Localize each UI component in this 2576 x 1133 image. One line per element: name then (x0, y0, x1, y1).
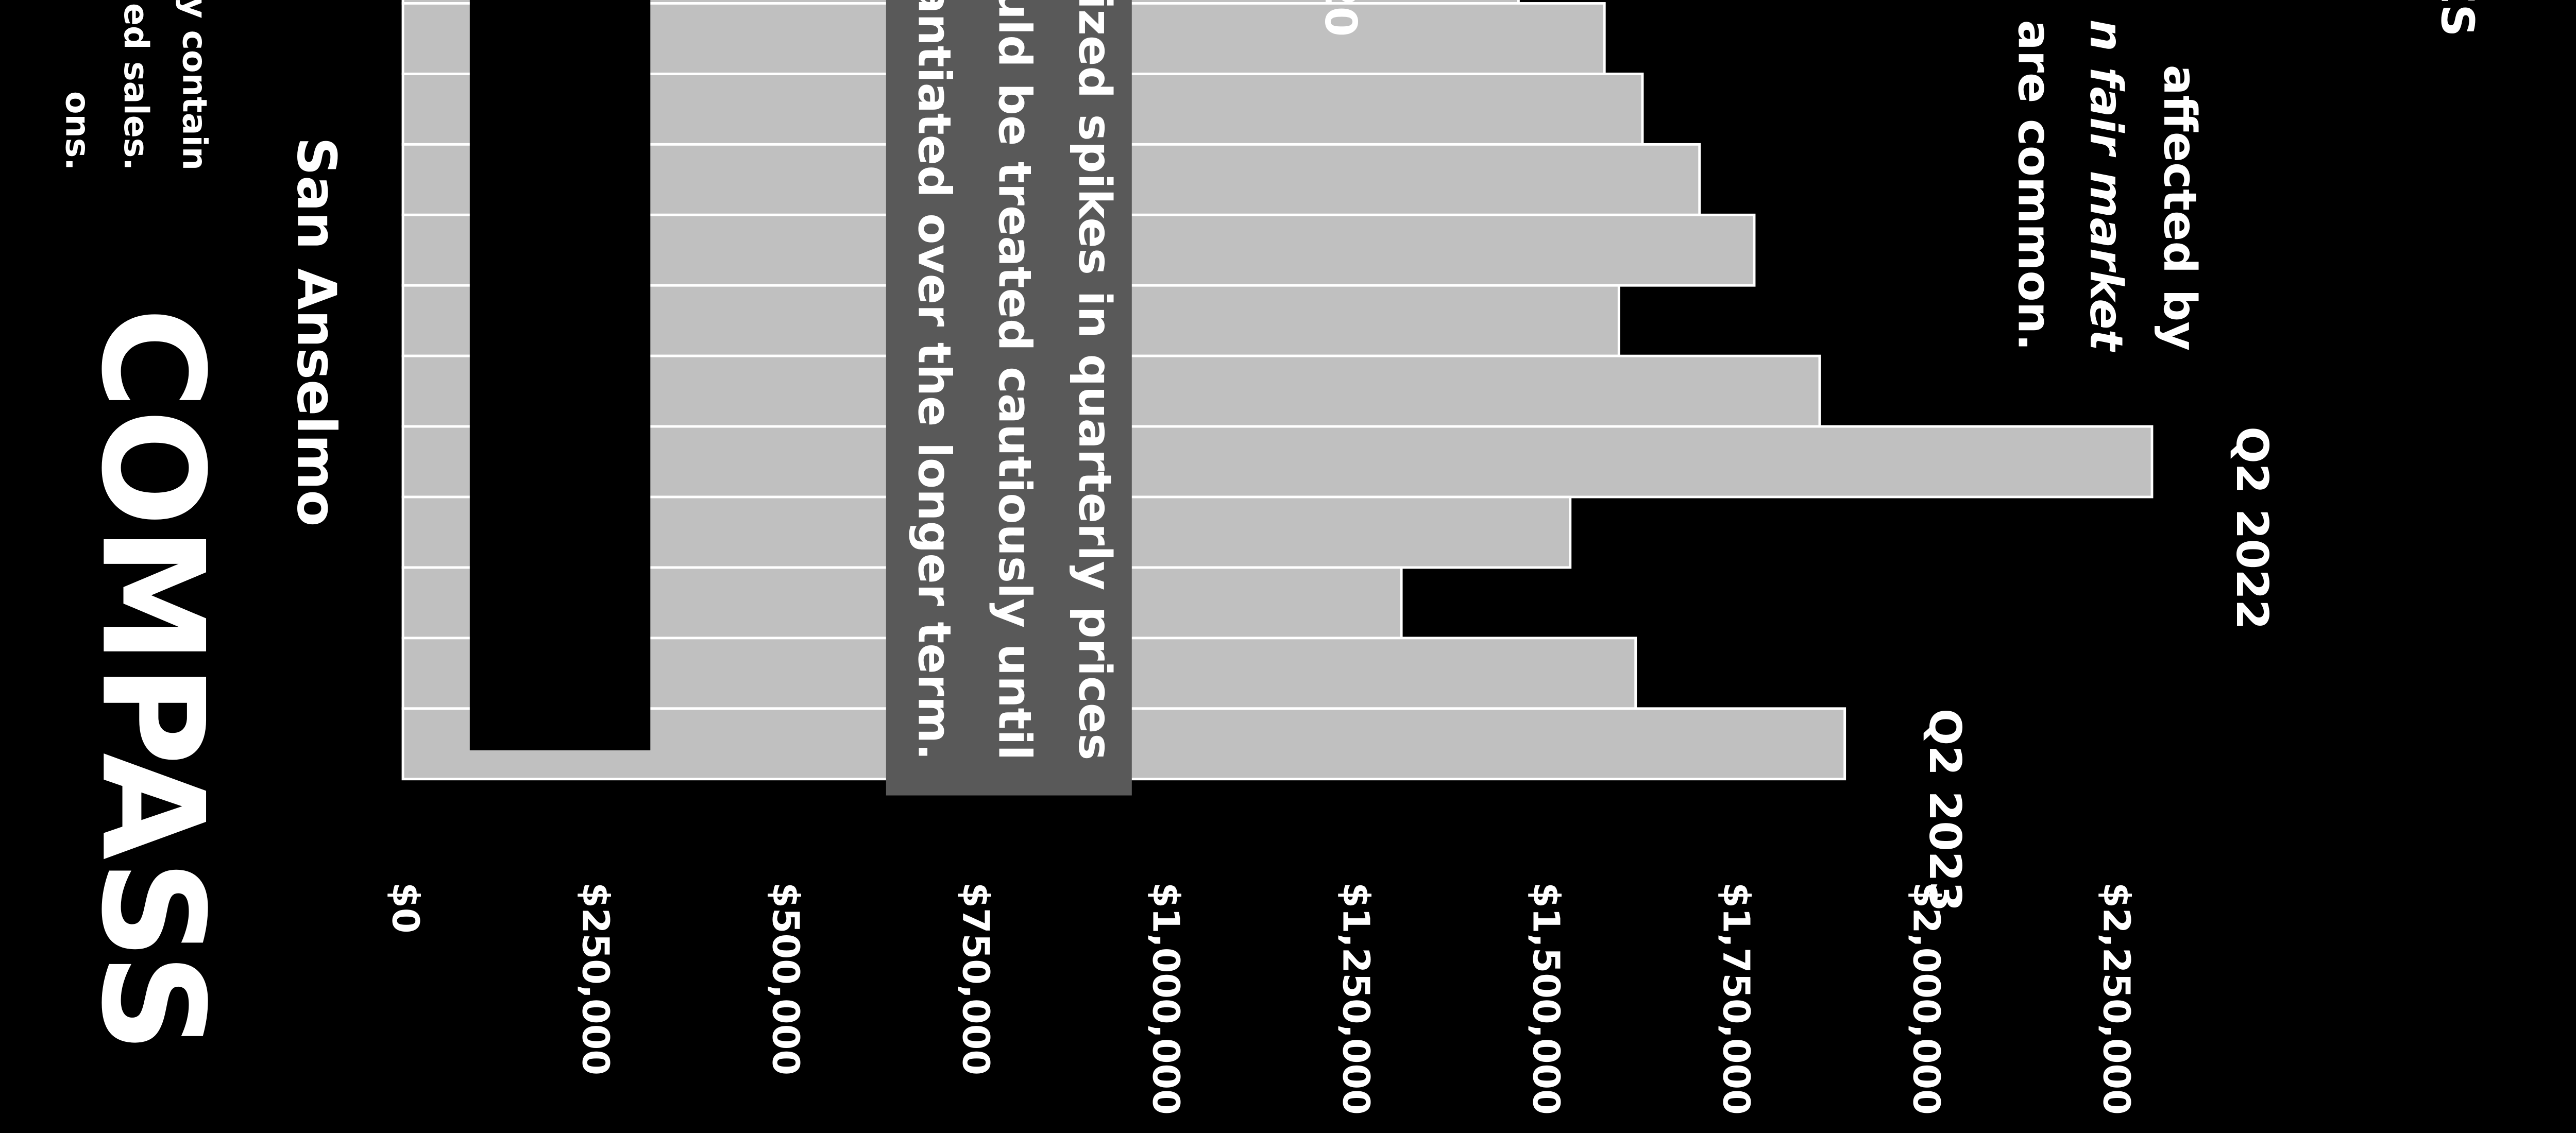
side-text: ons. (58, 91, 96, 170)
chart-title: San Anselmo (285, 137, 347, 527)
bar (401, 425, 2154, 499)
category-label: 20 (1315, 0, 1366, 37)
side-text: ed sales. (116, 3, 155, 170)
x-tick-label: $1,000,000 (1145, 882, 1188, 1115)
x-tick-label: $2,000,000 (1905, 882, 1948, 1115)
logo: COMPASS (70, 307, 233, 1053)
note-box (886, 0, 1132, 796)
note-text: are common. (2008, 20, 2061, 351)
corner-text: ES (2431, 0, 2484, 37)
note-text: n fair market (2080, 20, 2132, 353)
x-tick-label: $2,250,000 (2095, 882, 2138, 1115)
overlay (469, 0, 1132, 796)
x-tick-label: $1,750,000 (1715, 882, 1758, 1115)
x-tick-label: $1,250,000 (1335, 882, 1378, 1115)
x-tick-label: $500,000 (765, 882, 807, 1075)
x-tick-label: $1,500,000 (1525, 882, 1568, 1115)
x-tick-label: $250,000 (574, 882, 617, 1075)
note-text: uld be treated cautiously until (988, 0, 1041, 760)
texts: $0 $250,000 $500,000 $750,000 $1,000,000 $1,2… (58, 0, 2483, 1115)
note-text: affected by (2154, 65, 2206, 351)
x-tick-label: $0 (384, 882, 427, 933)
masking-box (469, 0, 651, 750)
note-text: sized spikes in quarterly prices (1069, 0, 1121, 760)
category-label: Q2 2023 (1920, 709, 1970, 912)
x-tick-label: $750,000 (955, 882, 997, 1075)
note-text: stantiated over the longer term. (908, 0, 960, 760)
category-label: Q2 2022 (2227, 426, 2277, 630)
side-text: y contain (175, 0, 214, 170)
